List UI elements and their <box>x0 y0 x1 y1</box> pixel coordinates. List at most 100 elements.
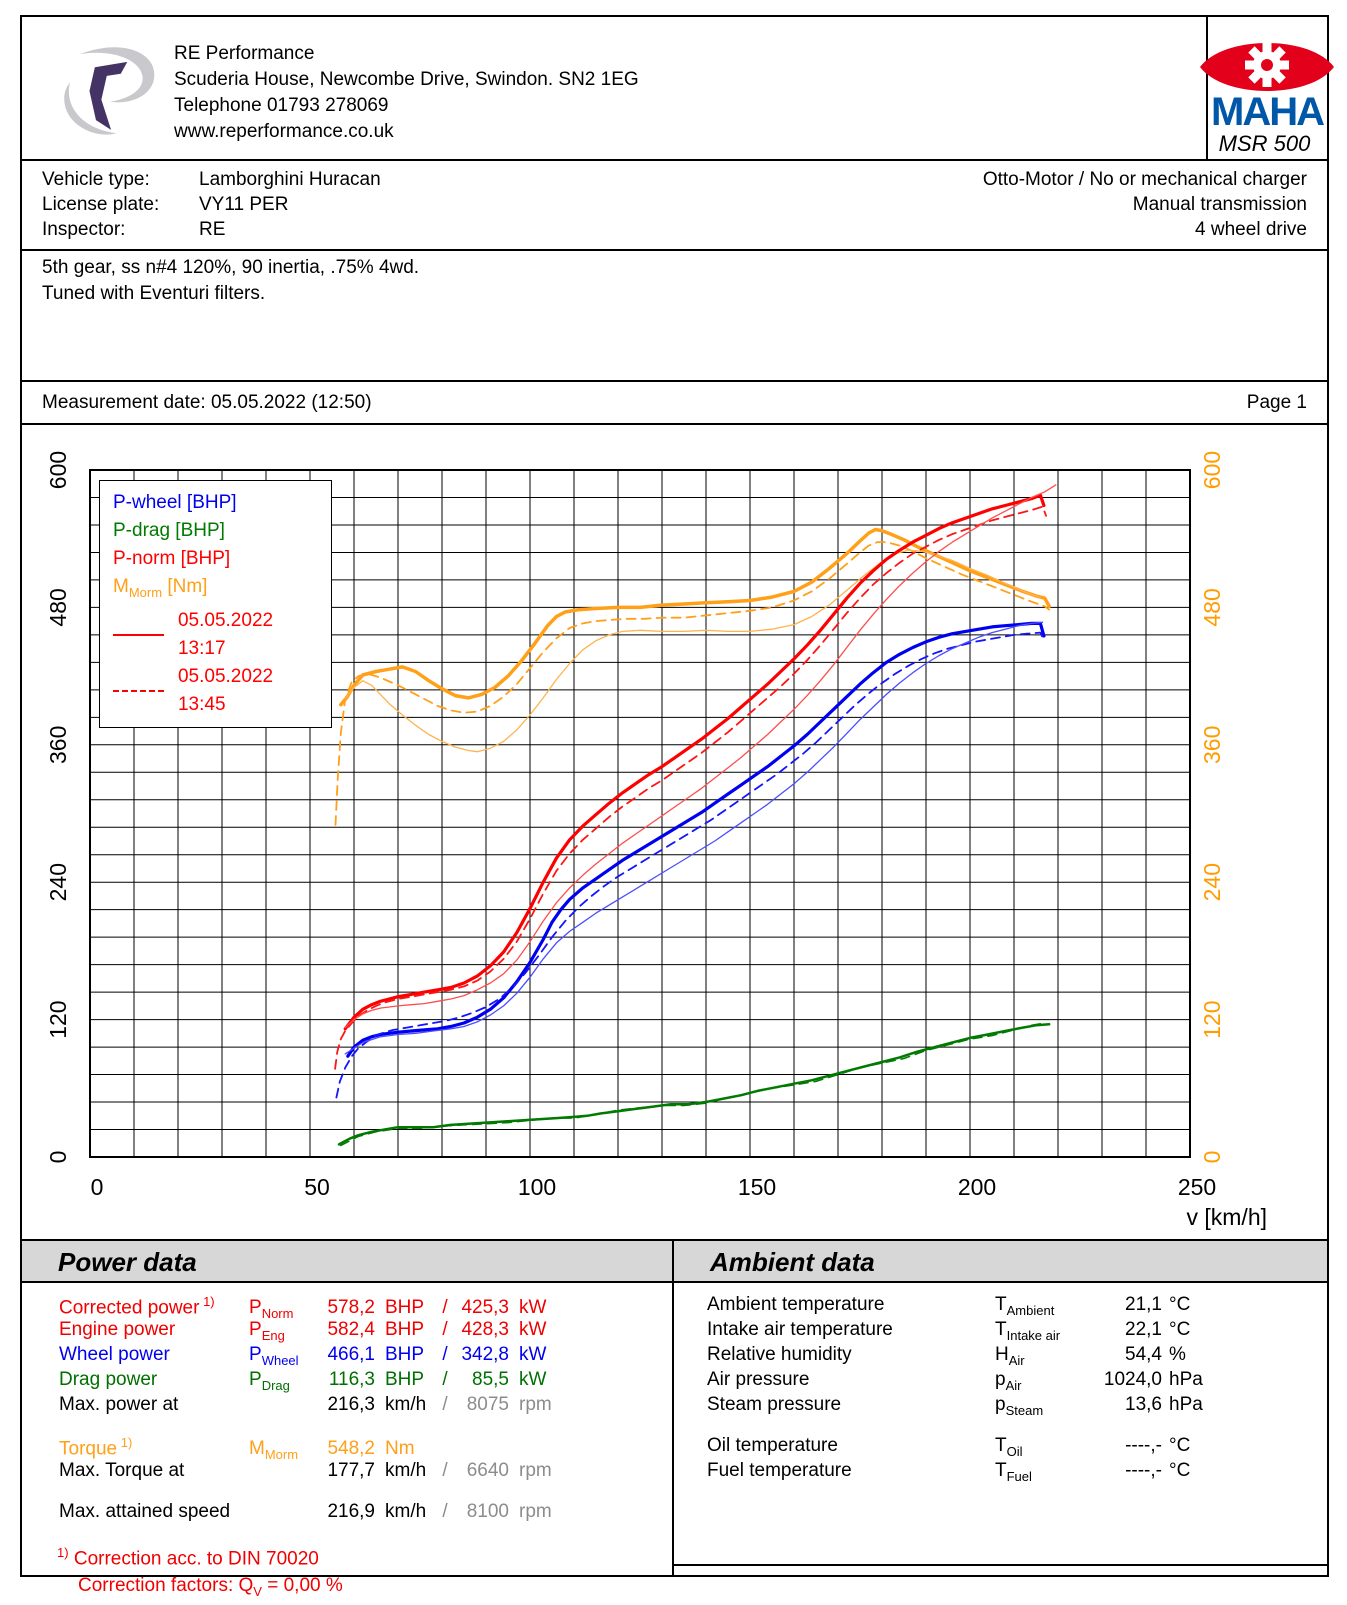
power-row-slash: / <box>442 1319 448 1340</box>
power-row-label: Corrected power 1) <box>59 1294 215 1319</box>
power-row-unit1: Nm <box>385 1438 415 1460</box>
ambient-data-row: Relative humidity HAir 54,4% <box>674 1344 1327 1369</box>
power-row-value2: 8075 <box>466 1394 509 1415</box>
y-axis-right-tick: 480 <box>1199 588 1225 626</box>
power-row-slash: / <box>442 1501 448 1522</box>
vehicle-row-label: License plate: <box>42 194 160 215</box>
legend-run-label: 05.05.2022 13:45 <box>177 665 274 715</box>
vehicle-row-label: Inspector: <box>42 219 126 240</box>
power-row-label: Max. power at <box>59 1394 179 1415</box>
power-row-label: Max. attained speed <box>59 1501 231 1522</box>
power-row-unit2: kW <box>519 1369 547 1390</box>
power-data-title: Power data <box>22 1239 672 1283</box>
device-model: MSR 500 <box>1218 131 1311 156</box>
legend-run: 05.05.2022 13:45 <box>113 663 323 719</box>
ambient-row-unit: °C <box>1169 1319 1191 1340</box>
vehicle-row-label: Vehicle type: <box>42 169 150 190</box>
power-data-row: Corrected power 1) PNorm 578,2 BHP / 425,3 kW <box>22 1294 672 1322</box>
power-row-label: Wheel power <box>59 1344 170 1365</box>
series-m-norm-nm-thin-trace <box>344 549 1042 753</box>
y-axis-right-tick: 360 <box>1199 726 1225 764</box>
power-row-unit1: km/h <box>385 1460 427 1481</box>
y-axis-left-tick: 360 <box>45 726 71 764</box>
power-row-unit2: rpm <box>519 1394 552 1415</box>
ambient-row-unit: °C <box>1169 1435 1191 1456</box>
ambient-row-value: 22,1 <box>1125 1319 1162 1340</box>
ambient-row-symbol: TFuel <box>995 1460 1032 1484</box>
series-p-norm-bhp-thin-trace <box>344 484 1057 1029</box>
vehicle-info-section: Vehicle type: Lamborghini Huracan License … <box>22 159 1327 251</box>
legend-entry: P-drag [BHP] <box>113 517 323 545</box>
footnote-line2: Correction factors: QV = 0,00 % <box>78 1575 343 1600</box>
page-number: Page 1 <box>1246 391 1307 413</box>
power-row-unit2: rpm <box>519 1460 552 1481</box>
power-row-unit1: BHP <box>385 1369 425 1390</box>
power-row-value1: 216,3 <box>327 1394 375 1415</box>
series-p-wheel-bhp-solid-run-13-17 <box>346 621 1046 1058</box>
series-p-wheel-bhp-thin-trace <box>344 621 1044 1055</box>
comments-section: 5th gear, ss n#4 120%, 90 inertia, .75% … <box>42 255 419 307</box>
legend-run-line-sample <box>113 633 164 636</box>
y-axis-left-tick: 600 <box>45 451 71 489</box>
dyno-chart: 0 0 120 120 240 240 360 360 480 480 600 600 0 50 100 15… <box>22 422 1327 1237</box>
power-row-unit1: km/h <box>385 1394 427 1415</box>
company-address-block: RE Performance Scuderia House, Newcombe … <box>174 41 639 145</box>
power-data-row: Max. attained speed 216,9 km/h / 8100 rpm <box>22 1501 672 1526</box>
y-axis-right-tick: 600 <box>1199 451 1225 489</box>
legend-entry: MMorm [Nm] <box>113 573 323 607</box>
legend-entry: P-norm [BHP] <box>113 545 323 573</box>
power-data-row: Torque 1) MMorm 548,2 Nm <box>22 1435 672 1463</box>
legend-entry-sub: Morm <box>128 584 163 600</box>
company-address: Scuderia House, Newcombe Drive, Swindon.… <box>174 69 639 90</box>
ambient-row-unit: °C <box>1169 1460 1191 1481</box>
power-row-unit2: kW <box>519 1344 547 1365</box>
power-row-symbol: PNorm <box>249 1297 294 1322</box>
measurement-date: Measurement date: 05.05.2022 (12:50) <box>42 391 372 413</box>
power-row-symbol: MMorm <box>249 1438 299 1463</box>
company-name: RE Performance <box>174 43 315 64</box>
gear-icon <box>1245 43 1289 87</box>
comment-line: 5th gear, ss n#4 120%, 90 inertia, .75% … <box>42 257 420 278</box>
ambient-row-value: 13,6 <box>1125 1394 1162 1415</box>
series-p-drag-bhp-dashed-run-13-45 <box>340 1022 1046 1147</box>
legend-entry-text: P-drag [BHP] <box>113 520 225 541</box>
ambient-row-symbol: pSteam <box>995 1394 1044 1418</box>
ambient-row-value: ----,- <box>1125 1435 1162 1456</box>
footnote-marker: 1) <box>57 1545 69 1560</box>
power-row-value1: 177,7 <box>327 1460 375 1481</box>
report-page: RE Performance Scuderia House, Newcombe … <box>20 15 1334 1599</box>
y-axis-right-tick: 0 <box>1199 1151 1225 1164</box>
power-row-symbol: PWheel <box>249 1344 299 1368</box>
x-axis-tick: 200 <box>958 1174 996 1200</box>
series-m-norm-nm-dashed-run-13-45 <box>334 541 1051 826</box>
y-axis-right-tick: 240 <box>1199 863 1225 901</box>
x-axis-tick: 150 <box>738 1174 776 1200</box>
ambient-row-label: Oil temperature <box>707 1435 838 1456</box>
power-row-slash: / <box>442 1297 448 1319</box>
power-data-rows: Corrected power 1) PNorm 578,2 BHP/425,3 kW E… <box>22 1283 672 1526</box>
x-axis-label: v [km/h] <box>1186 1204 1267 1230</box>
power-row-unit2: rpm <box>519 1501 552 1522</box>
ambient-row-symbol: pAir <box>995 1369 1022 1393</box>
ambient-row-value: 1024,0 <box>1103 1369 1162 1390</box>
power-row-label: Torque 1) <box>59 1435 133 1460</box>
measurement-bar: Measurement date: 05.05.2022 (12:50) Pag… <box>22 380 1327 425</box>
power-row-unit1: BHP <box>385 1319 425 1340</box>
maha-logo-box: MAHA MSR 500 <box>1200 17 1334 159</box>
power-row-unit2: kW <box>519 1319 547 1340</box>
vehicle-row-value: RE <box>199 219 226 240</box>
power-row-unit1: BHP <box>385 1297 425 1319</box>
footnote-line1: Correction acc. to DIN 70020 <box>73 1548 319 1570</box>
power-data-row: Wheel power PWheel 466,1 BHP / 342,8 kW <box>22 1344 672 1369</box>
legend-entry-text: P-wheel [BHP] <box>113 492 237 513</box>
ambient-data-rows: Ambient temperature TAmbient 21,1 °C Intake … <box>674 1283 1327 1485</box>
maha-wordmark: MAHA <box>1211 90 1324 133</box>
plot-border <box>89 469 1191 1158</box>
legend-run: 05.05.2022 13:17 <box>113 607 323 663</box>
power-row-slash: / <box>442 1344 448 1365</box>
power-data-row: Drag power PDrag 116,3 BHP / 85,5 kW <box>22 1369 672 1394</box>
results-section: Power data Corrected power 1) PNorm 578,2 B… <box>22 1239 1327 1599</box>
ambient-data-row: Fuel temperature TFuel ----,- °C <box>674 1460 1327 1485</box>
maha-logo: MAHA <box>1200 43 1334 133</box>
ambient-data-row: Oil temperature TOil ----,- °C <box>674 1435 1327 1460</box>
